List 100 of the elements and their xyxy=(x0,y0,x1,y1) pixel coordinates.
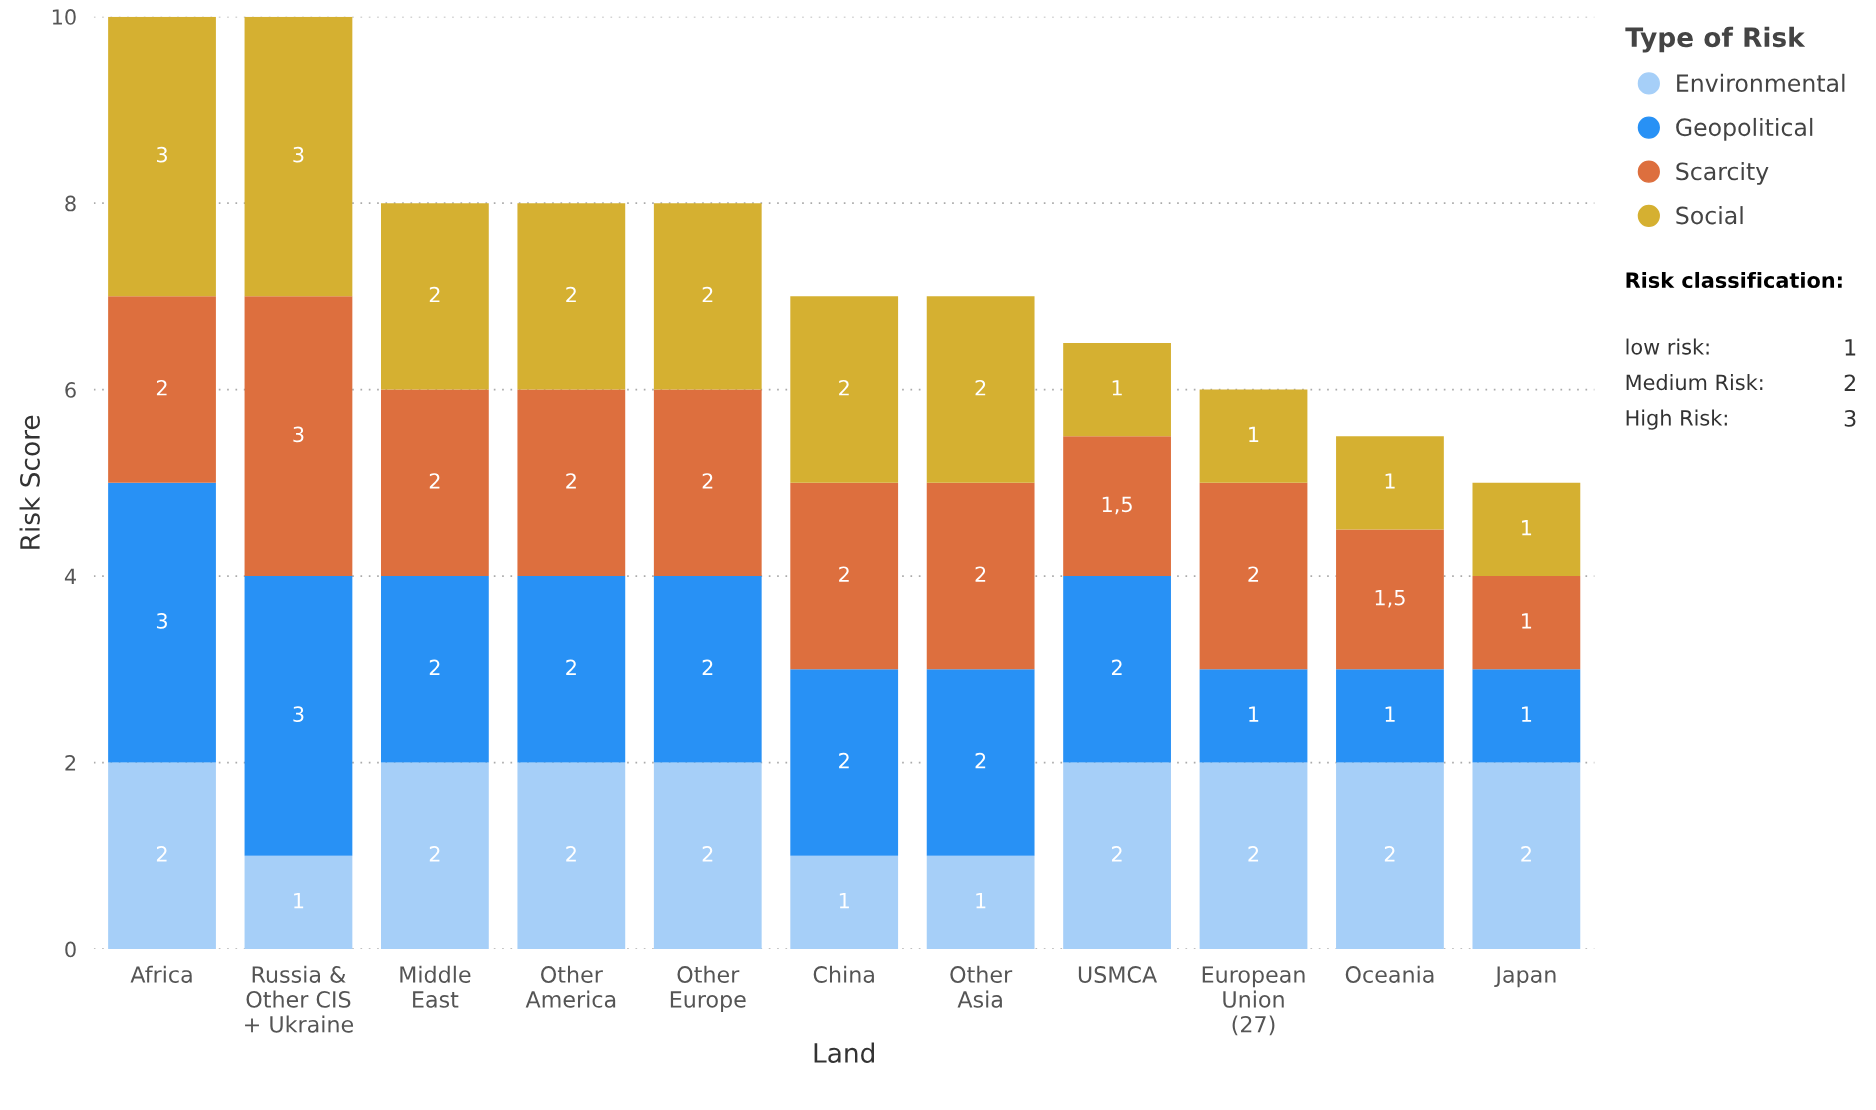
bar xyxy=(653,762,762,950)
bar xyxy=(108,482,216,763)
data-label: 2 xyxy=(702,473,713,489)
bar xyxy=(517,576,626,763)
data-label: 2 xyxy=(156,379,167,396)
bar xyxy=(244,296,353,577)
x-tick-label: USMCA xyxy=(1078,966,1158,983)
data-label: 1 xyxy=(1385,706,1395,722)
bar xyxy=(1472,669,1581,763)
legend-label: Scarcity xyxy=(1676,162,1769,185)
data-label: 2 xyxy=(429,473,440,489)
data-label: 1 xyxy=(1522,520,1532,536)
bar xyxy=(1199,482,1308,670)
bar xyxy=(108,296,216,483)
bar xyxy=(1472,762,1581,950)
data-label: 1 xyxy=(1385,473,1395,489)
data-label: 1 xyxy=(976,892,986,909)
bar xyxy=(653,576,762,763)
data-label: 2 xyxy=(975,379,986,396)
data-label: 2 xyxy=(429,659,440,676)
data-label: 3 xyxy=(156,146,167,163)
data-label: 1 xyxy=(1522,706,1532,722)
data-label: 1,5 xyxy=(1102,496,1132,515)
data-label: 1 xyxy=(294,892,304,909)
data-label: 2 xyxy=(839,379,849,396)
bar xyxy=(108,762,216,950)
y-tick-label: 4 xyxy=(64,568,76,585)
text: low risk: xyxy=(1626,338,1709,355)
data-label: 2 xyxy=(1111,659,1122,676)
data-label: 1 xyxy=(1249,426,1259,442)
x-tick-label: Other America xyxy=(525,965,616,1008)
bar xyxy=(1063,436,1171,577)
text: Medium Risk: xyxy=(1626,374,1763,391)
bar xyxy=(653,203,762,390)
bar xyxy=(926,296,1035,483)
data-label: 2 xyxy=(702,846,713,862)
data-label: 2 xyxy=(839,566,849,582)
data-label: 2 xyxy=(156,846,167,862)
y-tick-label: 0 xyxy=(65,941,76,958)
text: 2 xyxy=(1844,374,1856,391)
x-axis-title: Land xyxy=(814,1042,874,1063)
x-tick-label: Other Asia xyxy=(950,965,1013,1008)
x-tick-label: Oceania xyxy=(1345,965,1434,983)
data-label: 2 xyxy=(975,752,986,769)
legend-title: Type of Risk xyxy=(1625,26,1806,53)
legend-label: Social xyxy=(1676,206,1743,225)
bar xyxy=(790,296,899,483)
bar xyxy=(381,762,489,950)
data-label: 1 xyxy=(839,892,849,909)
data-label: 1 xyxy=(1249,706,1259,722)
bar xyxy=(108,16,216,297)
data-label: 1 xyxy=(1522,613,1532,629)
text: 1 xyxy=(1845,339,1856,356)
bar xyxy=(244,855,353,950)
data-label: 2 xyxy=(1384,846,1395,862)
y-tick-label: 10 xyxy=(52,9,76,25)
bar xyxy=(653,389,762,577)
legend-label: Geopolitical xyxy=(1676,117,1813,141)
bar xyxy=(244,576,353,856)
bar xyxy=(926,482,1035,670)
x-tick-label: Africa xyxy=(130,965,192,983)
data-label: 2 xyxy=(566,286,576,303)
data-label: 2 xyxy=(429,286,440,303)
data-label: 2 xyxy=(975,566,986,582)
data-label: 3 xyxy=(293,426,304,443)
bar xyxy=(790,669,899,856)
data-label: 3 xyxy=(293,706,304,722)
data-label: 2 xyxy=(702,286,713,303)
data-label: 2 xyxy=(566,846,576,862)
bar xyxy=(1472,482,1581,577)
legend-label: Environmental xyxy=(1677,73,1845,93)
data-label: 1,5 xyxy=(1375,589,1405,608)
text: High Risk: xyxy=(1626,409,1727,430)
bar xyxy=(381,389,489,577)
bar xyxy=(244,16,353,297)
x-tick-label: European Union (27) xyxy=(1202,966,1305,1036)
y-tick-label: 6 xyxy=(65,382,76,398)
bar xyxy=(517,762,626,950)
x-tick-label: Japan xyxy=(1494,966,1556,988)
data-label: 2 xyxy=(702,659,713,676)
bar xyxy=(790,482,899,670)
bar xyxy=(381,576,489,763)
data-label: 2 xyxy=(839,752,849,769)
text: 3 xyxy=(1844,409,1856,427)
bar xyxy=(1336,669,1444,763)
data-label: 3 xyxy=(293,146,304,163)
x-tick-label: Middle East xyxy=(400,965,471,1008)
data-label: 3 xyxy=(156,613,167,629)
bar xyxy=(1063,576,1171,763)
bar xyxy=(790,855,899,950)
bar xyxy=(517,389,626,577)
data-label: 2 xyxy=(1111,846,1122,862)
bar xyxy=(1199,389,1308,483)
bar xyxy=(517,203,626,390)
data-label: 2 xyxy=(566,659,576,676)
bar xyxy=(926,855,1035,950)
bar xyxy=(1336,529,1444,670)
bar xyxy=(1063,342,1171,437)
bar xyxy=(1336,436,1444,530)
bar xyxy=(1199,762,1308,950)
